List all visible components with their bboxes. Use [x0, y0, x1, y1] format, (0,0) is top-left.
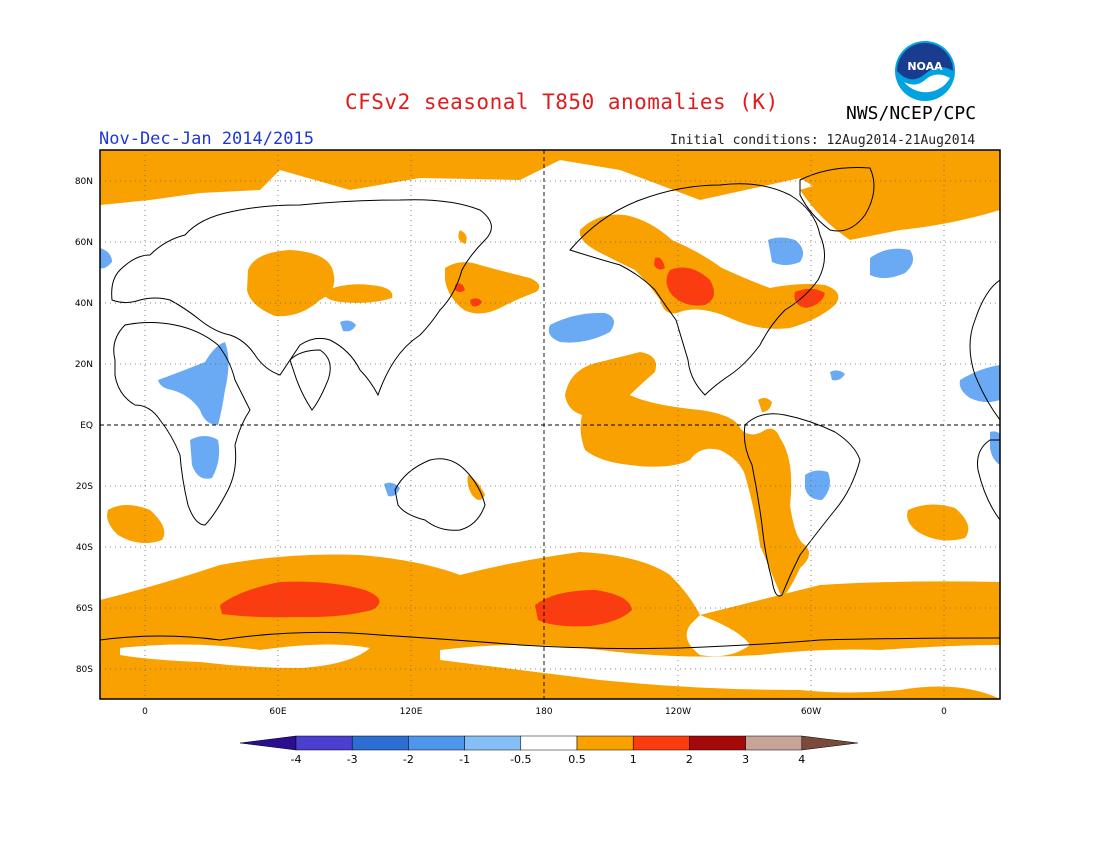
svg-text:NOAA: NOAA — [907, 60, 943, 73]
southern-ocean-strong-anomaly — [220, 581, 380, 618]
lat-label: 80S — [76, 665, 93, 675]
asia-warm-anomaly — [247, 250, 335, 317]
noaa-logo-icon: NOAA — [895, 41, 955, 101]
lon-label: 0 — [941, 707, 947, 717]
longitude-labels: 0 60E 120E 180 120W 60W 0 — [142, 707, 947, 717]
forecast-period: Nov-Dec-Jan 2014/2015 — [99, 129, 314, 149]
colorbar-label: 0.5 — [568, 753, 586, 766]
colorbar-label: 4 — [798, 753, 805, 766]
lat-label: 80N — [75, 177, 93, 187]
lon-label: 60W — [801, 707, 821, 717]
lon-label: 120E — [400, 707, 423, 717]
colorbar-label: -4 — [291, 753, 302, 766]
colorbar-label: -3 — [347, 753, 358, 766]
colorbar-segment — [464, 735, 522, 751]
cool-anomaly — [158, 342, 229, 425]
colorbar-segment — [632, 735, 690, 751]
lat-label: 40N — [75, 299, 93, 309]
lat-label: 20N — [75, 360, 93, 370]
colorbar-segment — [689, 735, 746, 751]
colorbar-label: -2 — [403, 753, 414, 766]
lat-label: 60N — [75, 238, 93, 248]
colorbar-label: 1 — [630, 753, 637, 766]
latitude-labels: 80N 60N 40N 20N EQ 20S 40S 60S 80S — [75, 177, 93, 675]
equator-dateline — [100, 150, 1000, 699]
colorbar-segment — [520, 735, 578, 751]
colorbar-label: -1 — [459, 753, 470, 766]
lat-label: 40S — [76, 543, 93, 553]
colorbar-segment — [408, 735, 465, 751]
lat-label: 20S — [76, 482, 93, 492]
north-america-warm-anomaly — [579, 214, 839, 329]
color-legend: -4 -3 -2 -1 -0.5 0.5 1 2 3 4 — [239, 735, 858, 766]
colorbar-arrow-right — [801, 735, 858, 751]
graticule — [100, 150, 1000, 699]
colorbar-segment — [295, 735, 353, 751]
colorbar-segment — [745, 735, 803, 751]
colorbar-segment — [576, 735, 634, 751]
lat-label: 60S — [76, 604, 93, 614]
colorbar-label: 2 — [686, 753, 693, 766]
lon-label: 120W — [665, 707, 691, 717]
coastlines — [100, 167, 1000, 650]
colorbar-label: 3 — [742, 753, 749, 766]
arctic-warm-anomaly — [100, 150, 1000, 215]
initial-conditions: Initial conditions: 12Aug2014-21Aug2014 — [670, 133, 976, 148]
colorbar-arrow-left — [239, 735, 297, 751]
lon-label: 60E — [269, 707, 286, 717]
anomaly-shading — [100, 150, 1000, 699]
lon-label: 180 — [535, 707, 552, 717]
pacific-warm-anomaly — [565, 352, 809, 598]
map-frame — [99, 149, 1001, 700]
colorbar-label: -0.5 — [510, 753, 531, 766]
lon-label: 0 — [142, 707, 148, 717]
map-title: CFSv2 seasonal T850 anomalies (K) — [345, 90, 779, 114]
agency-label: NWS/NCEP/CPC — [846, 103, 977, 124]
colorbar-segment — [351, 735, 409, 751]
lat-label: EQ — [80, 421, 93, 431]
